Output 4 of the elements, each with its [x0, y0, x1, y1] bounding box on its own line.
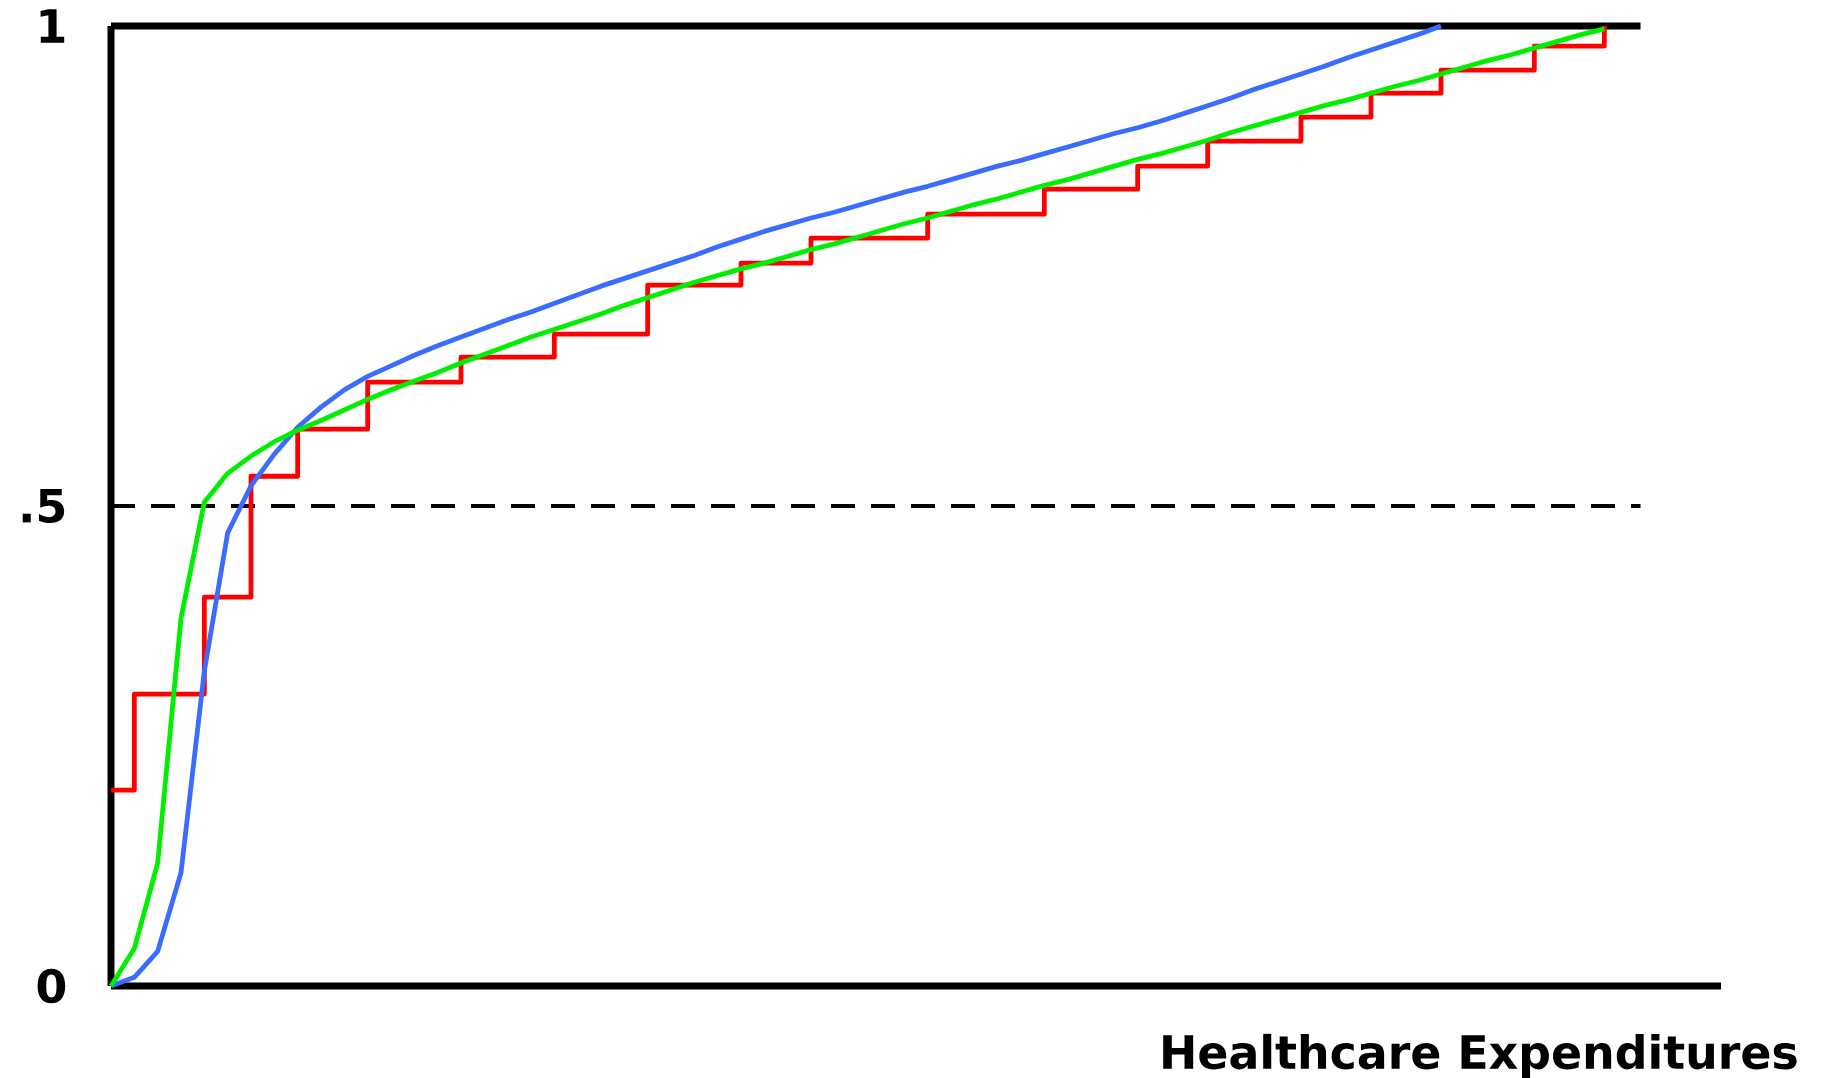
- y-tick-label: 1: [40, 9, 65, 43]
- x-axis-title: Healthcare Expenditures: [1163, 1033, 1797, 1078]
- y-tick-label: .5: [22, 488, 65, 524]
- y-tick-label: 0: [37, 968, 66, 1004]
